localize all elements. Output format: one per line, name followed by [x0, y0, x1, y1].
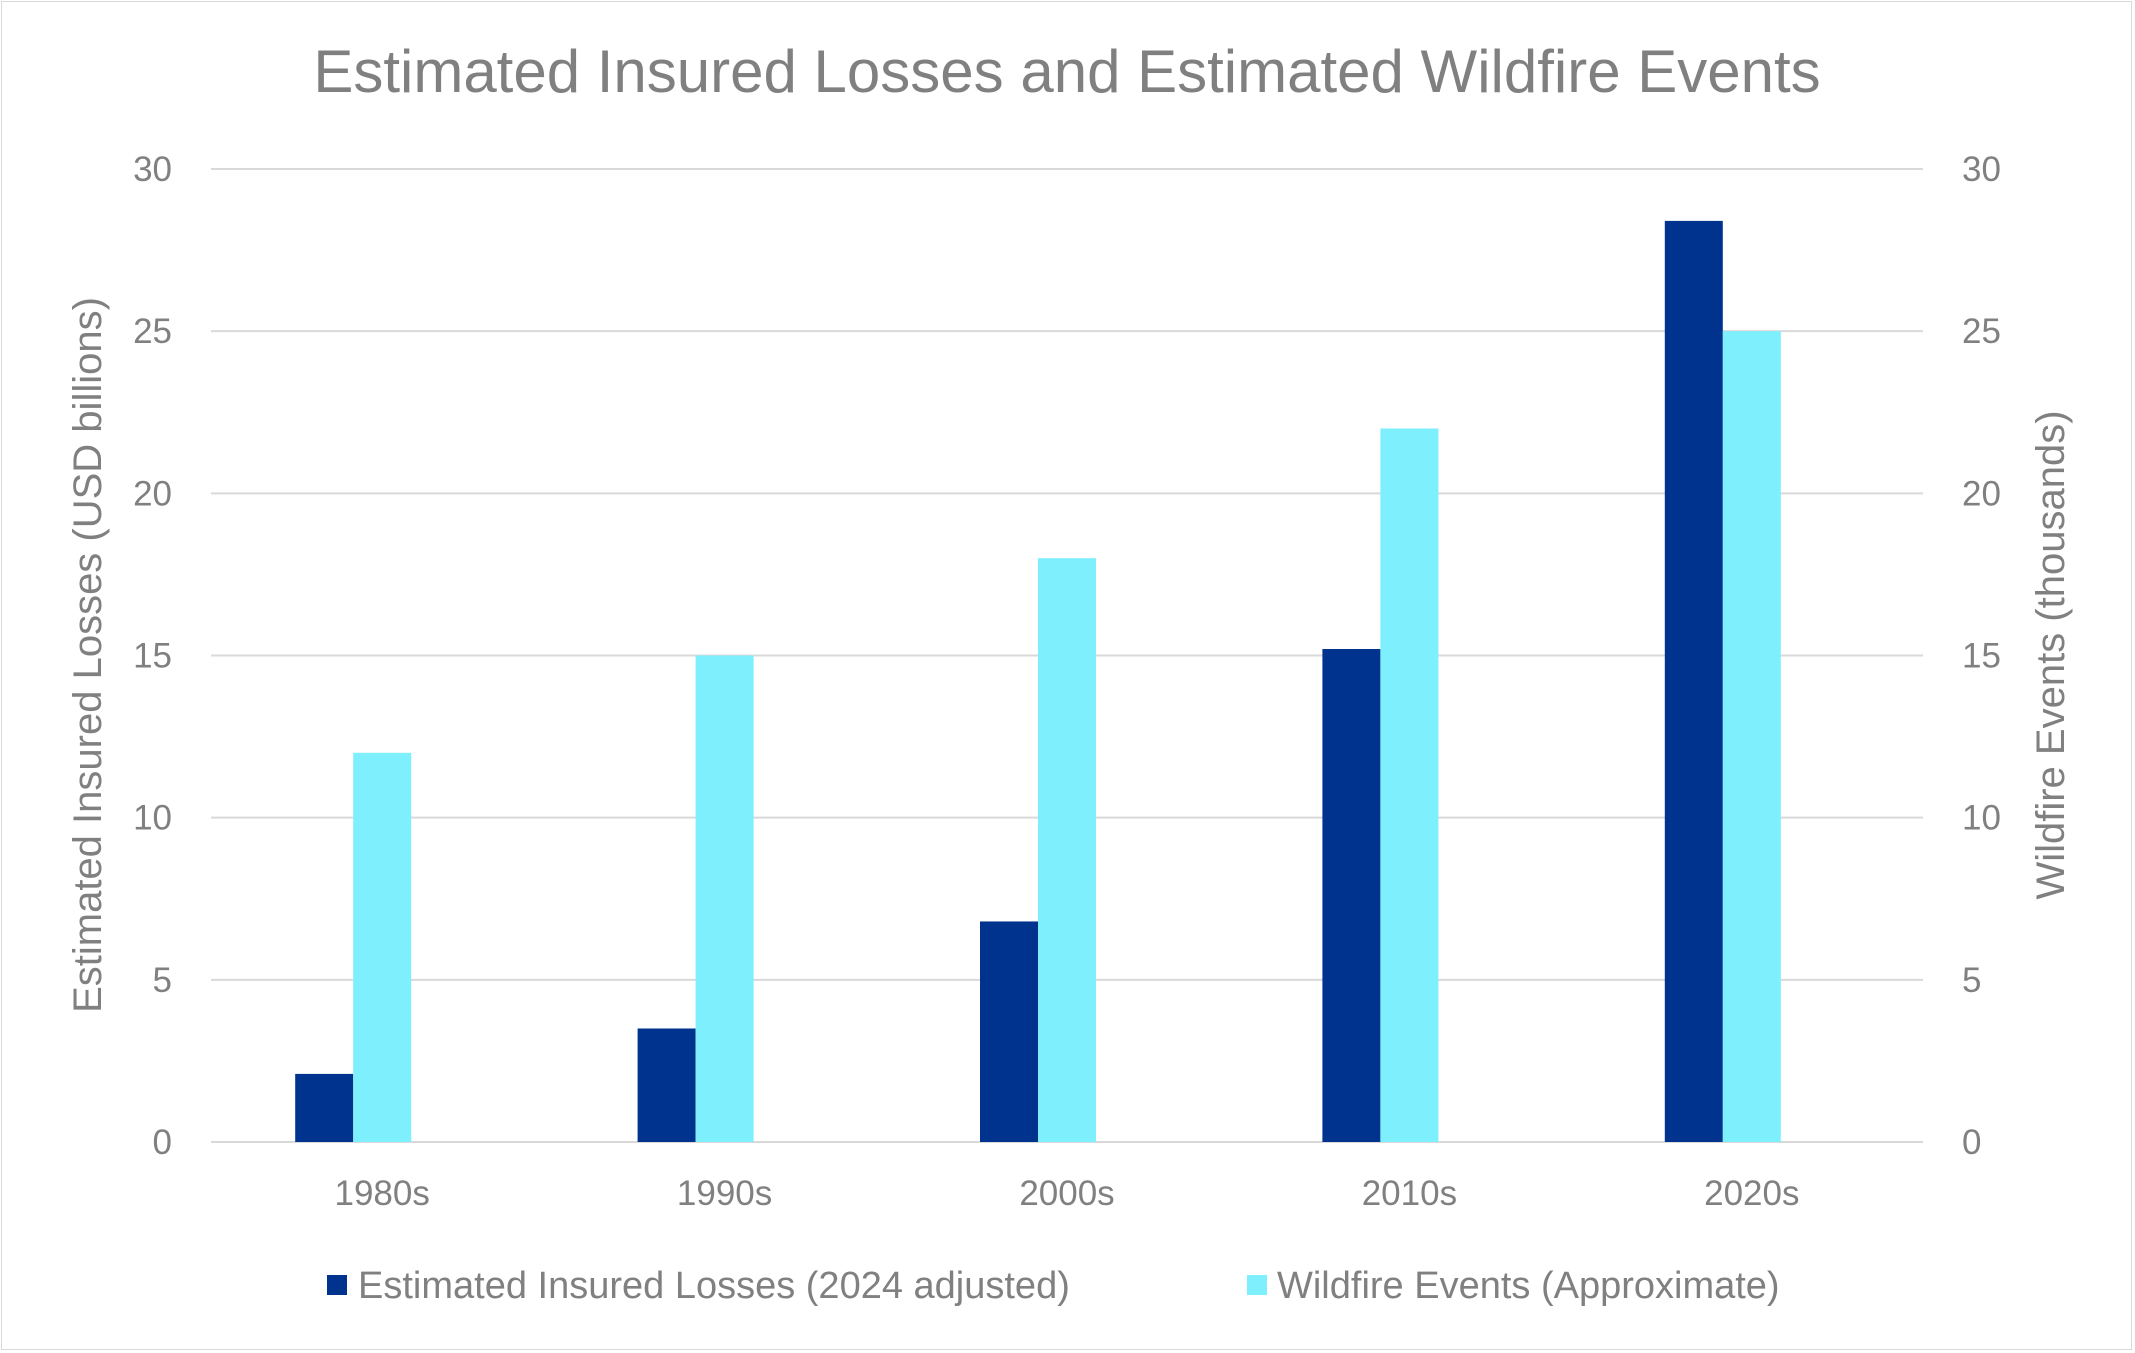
bar-losses — [295, 1073, 354, 1142]
y-axis-label: Estimated Insured Losses (USD billions) — [66, 297, 110, 1013]
y-tick-label: 30 — [133, 150, 172, 189]
y2-tick-label: 25 — [1962, 312, 2001, 351]
y2-tick-label: 30 — [1962, 150, 2001, 189]
y2-tick-label: 20 — [1962, 474, 2001, 513]
bar-losses — [637, 1028, 696, 1142]
legend-label-events: Wildfire Events (Approximate) — [1277, 1265, 1780, 1307]
legend-swatch-losses — [327, 1275, 347, 1295]
bar-losses — [980, 921, 1038, 1142]
bar-losses — [1664, 220, 1723, 1143]
bar-events — [1722, 331, 1781, 1143]
y-tick-label: 5 — [153, 961, 172, 1000]
y-axis-left: 0 5 10 15 20 25 30 — [133, 150, 172, 1162]
y2-tick-label: 10 — [1962, 799, 2001, 838]
x-axis: 1980s 1990s 2000s 2010s 2020s — [335, 1174, 1800, 1213]
y-tick-label: 15 — [133, 637, 172, 676]
x-tick-label: 1980s — [335, 1174, 430, 1213]
y2-axis-label: Wildfire Events (thousands) — [2029, 410, 2073, 899]
y-tick-label: 0 — [153, 1123, 172, 1162]
legend-label-losses: Estimated Insured Losses (2024 adjusted) — [358, 1265, 1070, 1307]
bar-events — [1380, 428, 1439, 1142]
y2-tick-label: 15 — [1962, 637, 2001, 676]
y2-tick-label: 5 — [1962, 961, 1981, 1000]
y-tick-label: 25 — [133, 312, 172, 351]
gridlines — [211, 168, 1923, 1143]
x-tick-label: 1990s — [677, 1174, 772, 1213]
y2-tick-label: 0 — [1962, 1123, 1981, 1162]
bar-events — [353, 752, 412, 1142]
y-axis-right: 0 5 10 15 20 25 30 — [1962, 150, 2001, 1162]
bar-events — [1038, 558, 1096, 1142]
bar-losses — [1322, 649, 1381, 1142]
legend-swatch-events — [1247, 1275, 1267, 1295]
x-tick-label: 2020s — [1704, 1174, 1799, 1213]
chart-title: Estimated Insured Losses and Estimated W… — [313, 38, 1820, 105]
bar-events — [695, 655, 754, 1142]
bars — [295, 220, 1781, 1143]
x-tick-label: 2010s — [1362, 1174, 1457, 1213]
x-tick-label: 2000s — [1019, 1174, 1114, 1213]
y-tick-label: 20 — [133, 474, 172, 513]
legend: Estimated Insured Losses (2024 adjusted)… — [327, 1265, 1780, 1307]
y-tick-label: 10 — [133, 799, 172, 838]
